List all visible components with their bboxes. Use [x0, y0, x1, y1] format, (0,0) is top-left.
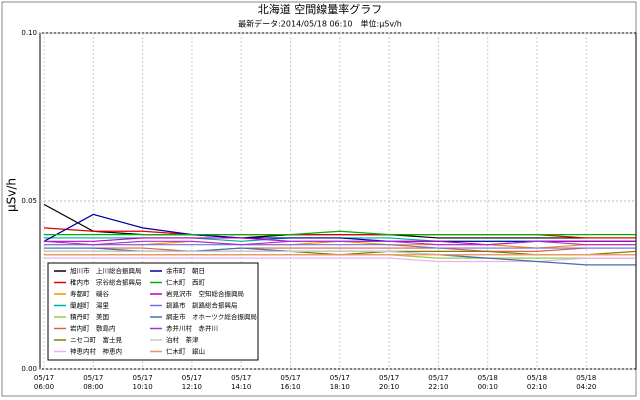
- x-tick-label: 00:10: [478, 383, 498, 391]
- series-line: [44, 230, 636, 236]
- chart-title: 北海道 空間線量率グラフ: [258, 2, 383, 16]
- x-tick-label: 05/18: [527, 374, 547, 382]
- legend-label: 赤井川村 赤井川: [166, 324, 218, 333]
- legend-label: 蘭越町 湯里: [70, 301, 110, 310]
- x-tick-label: 05/17: [280, 374, 300, 382]
- x-tick-label: 06:00: [34, 383, 54, 391]
- chart-subtitle: 最新データ:2014/05/18 06:10 単位:μSv/h: [238, 19, 402, 29]
- legend-label: 寿都町 磯谷: [70, 289, 110, 298]
- legend-label: 積丹町 美国: [70, 312, 109, 321]
- legend-label: 岩見沢市 空知総合振興局: [166, 289, 244, 298]
- x-tick-label: 05/17: [428, 374, 448, 382]
- x-tick-label: 16:10: [280, 383, 300, 391]
- x-tick-label: 05/17: [379, 374, 399, 382]
- y-axis-label: μSv/h: [5, 178, 19, 212]
- x-tick-label: 18:10: [330, 383, 350, 391]
- legend-box: [47, 262, 259, 361]
- y-tick-label: 0.00: [21, 365, 37, 373]
- x-tick-label: 10:10: [133, 383, 153, 391]
- legend-label: 稚内市 宗谷総合振興局: [70, 278, 142, 287]
- legend-label: 神恵内村 神恵内: [70, 347, 122, 356]
- legend-label: ニセコ町 富士見: [70, 335, 123, 344]
- legend-label: 岩内町 敷島内: [70, 324, 116, 333]
- x-tick-label: 05/17: [34, 374, 54, 382]
- x-tick-label: 22:10: [428, 383, 448, 391]
- x-tick-label: 05/17: [330, 374, 350, 382]
- y-tick-label: 0.05: [21, 197, 37, 205]
- x-tick-label: 05/18: [478, 374, 498, 382]
- x-tick-label: 05/17: [83, 374, 103, 382]
- series-line: [44, 244, 636, 249]
- legend-label: 仁木町 銀山: [166, 347, 205, 356]
- legend-label: 余市町 朝日: [166, 266, 205, 275]
- legend-label: 釧路市 釧路総合振興局: [166, 301, 238, 310]
- series-line: [44, 247, 636, 253]
- x-tick-label: 05/17: [182, 374, 202, 382]
- legend-label: 仁木町 西町: [166, 278, 206, 287]
- legend-label: 泊村 茶津: [166, 335, 199, 344]
- x-tick-label: 05/18: [576, 374, 596, 382]
- legend-label: 網走市 オホーツク総合振興局: [166, 312, 257, 321]
- x-tick-label: 05/17: [231, 374, 251, 382]
- x-tick-label: 08:00: [83, 383, 103, 391]
- y-tick-label: 0.10: [21, 29, 37, 37]
- x-tick-label: 02:10: [527, 383, 547, 391]
- series-line: [43, 240, 636, 246]
- x-tick-label: 04:20: [576, 383, 596, 391]
- x-tick-label: 20:10: [379, 383, 399, 391]
- legend-label: 旭川市 上川総合振興局: [70, 266, 142, 275]
- x-tick-label: 14:10: [231, 383, 251, 391]
- x-tick-label: 05/17: [133, 374, 153, 382]
- x-tick-label: 12:10: [182, 383, 202, 391]
